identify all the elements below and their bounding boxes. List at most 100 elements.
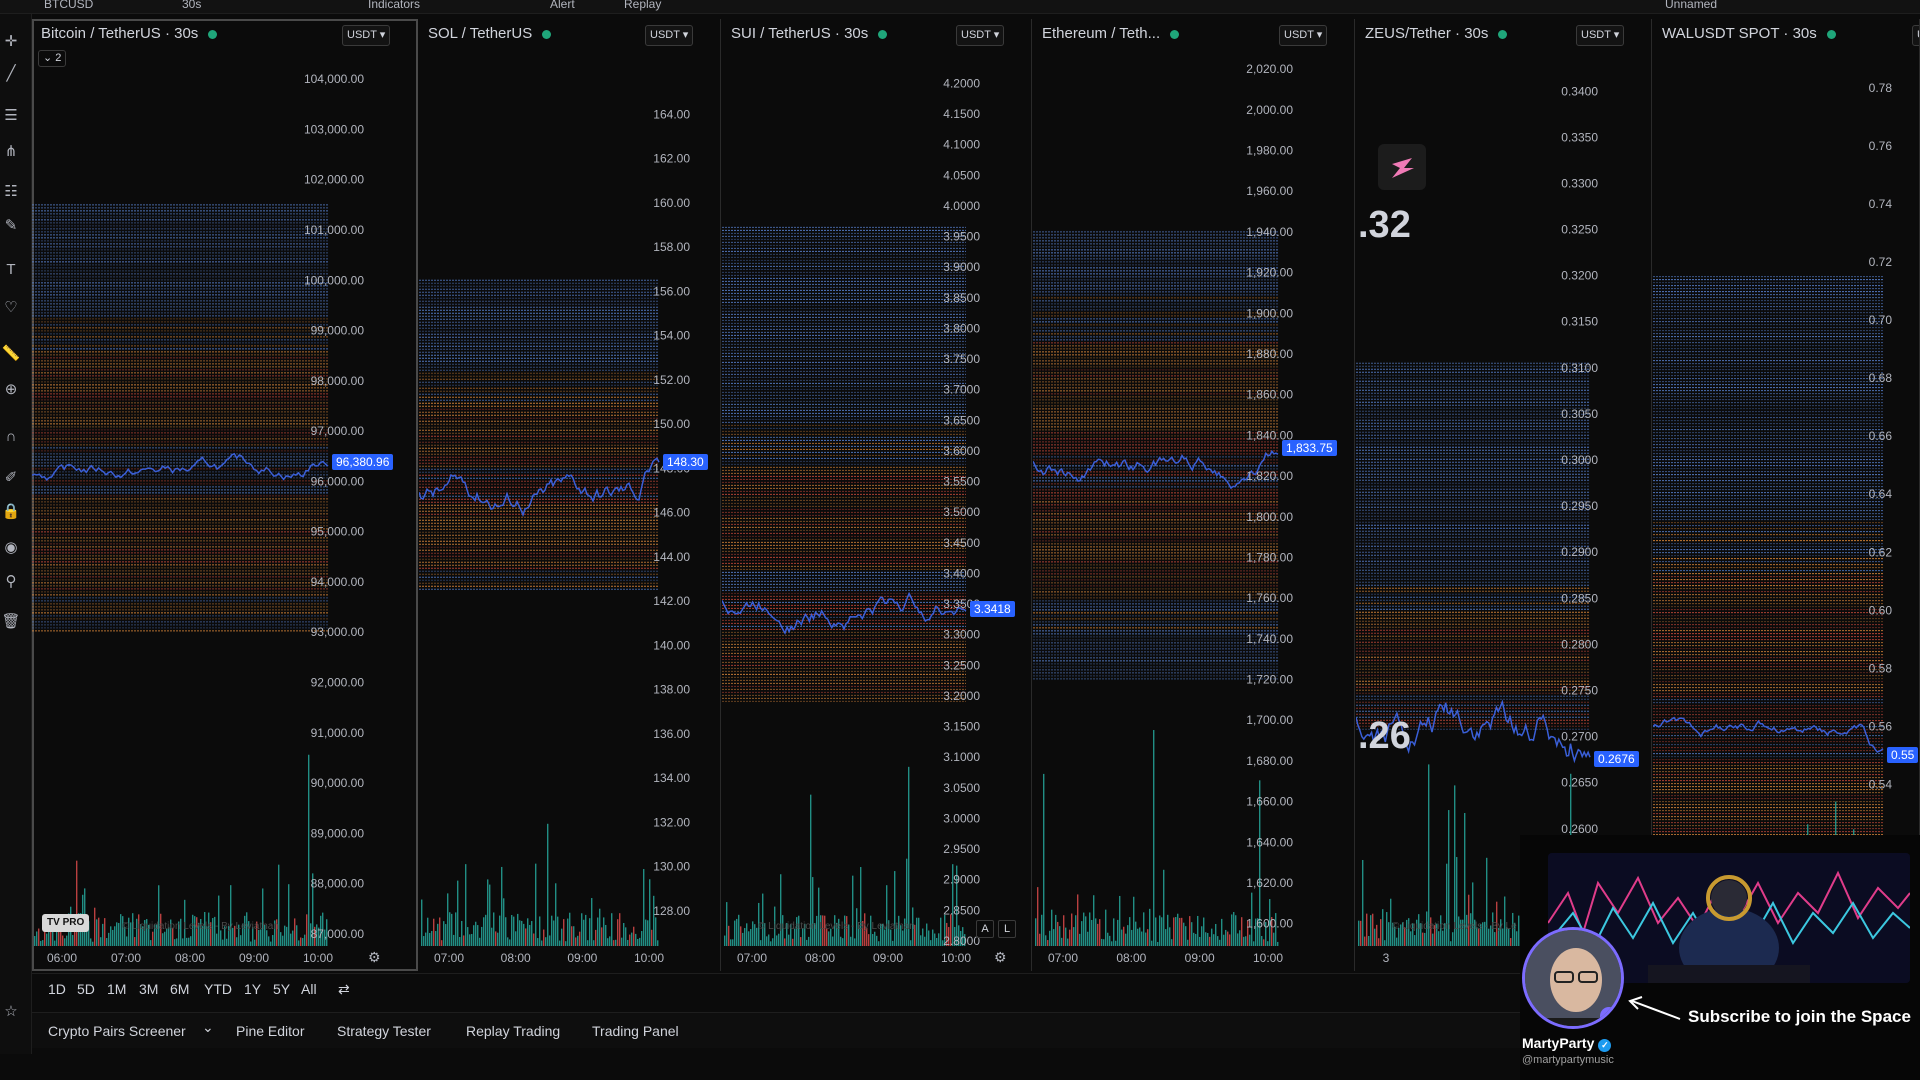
eye-icon[interactable]: ◉ xyxy=(4,539,18,556)
link-icon[interactable]: ⚲ xyxy=(5,573,17,590)
chart-title[interactable]: WALUSDT SPOT · 30s xyxy=(1662,25,1836,42)
fib-icon[interactable]: ☰ xyxy=(4,107,18,124)
volume-bar xyxy=(936,937,938,946)
date-range-6m[interactable]: 6M xyxy=(170,981,190,997)
date-range-all[interactable]: All xyxy=(301,981,317,997)
magnet-icon[interactable]: ∩ xyxy=(5,427,17,445)
zoom-icon[interactable]: ⊕ xyxy=(4,381,18,398)
chart-panel-2[interactable]: 164.00 162.00 160.00 158.00 156.00 154.00 152.… xyxy=(419,19,721,971)
chart-title[interactable]: ZEUS/Tether · 30s xyxy=(1365,25,1508,42)
currency-select[interactable]: USDT ▾ xyxy=(1912,25,1919,46)
currency-select[interactable]: USDT ▾ xyxy=(645,25,694,46)
gear-icon[interactable]: ⚙ xyxy=(368,949,381,965)
date-range-1m[interactable]: 1M xyxy=(107,981,127,997)
chart-canvas[interactable]: 0.3400 0.3350 0.3300 0.3250 0.3200 0.3150 0.31… xyxy=(1356,19,1652,971)
chart-panel-5[interactable]: 0.3400 0.3350 0.3300 0.3250 0.3200 0.3150 0.31… xyxy=(1356,19,1652,971)
tab-strategy-tester[interactable]: Strategy Tester xyxy=(337,1023,431,1039)
chart-canvas[interactable]: 164.00 162.00 160.00 158.00 156.00 154.00 152.… xyxy=(419,19,721,971)
volume-bar xyxy=(822,915,824,946)
gear-icon[interactable]: ⚙ xyxy=(994,949,1007,965)
volume-bar xyxy=(196,917,198,946)
date-range-ytd[interactable]: YTD xyxy=(204,981,232,997)
date-range-5y[interactable]: 5Y xyxy=(273,981,291,997)
patterns-icon[interactable]: ☷ xyxy=(4,183,18,200)
volume-bar xyxy=(764,923,766,946)
chart-panel-1[interactable]: 104,000.00 103,000.00 102,000.00 101,000.00… xyxy=(32,19,418,971)
volume-bar xyxy=(1273,932,1275,946)
volume-bar xyxy=(844,915,846,946)
volume-bar xyxy=(756,927,758,946)
currency-select[interactable]: USDT ▾ xyxy=(1279,25,1328,46)
volume-bar xyxy=(1223,934,1225,946)
volume-bar xyxy=(483,917,485,946)
text-icon[interactable]: T xyxy=(6,260,16,278)
indicators-collapse-button[interactable]: ⌄ 2 xyxy=(38,50,67,67)
date-range-3m[interactable]: 3M xyxy=(139,981,159,997)
trend-line-icon[interactable]: ╱ xyxy=(6,65,16,82)
log-scale-button[interactable]: L xyxy=(998,920,1016,938)
indicators-button[interactable]: Indicators xyxy=(368,0,421,11)
auto-scale-button[interactable]: A xyxy=(976,920,994,938)
price-axis-label: 0.3300 xyxy=(1561,176,1598,190)
chart-panel-4[interactable]: 2,020.00 2,000.00 1,980.00 1,960.00 1,940.00… xyxy=(1033,19,1355,971)
chart-title[interactable]: SOL / TetherUS xyxy=(428,25,552,42)
chart-title[interactable]: SUI / TetherUS · 30s xyxy=(731,25,888,42)
chart-canvas[interactable]: 0.78 0.76 0.74 0.72 0.70 0.68 0.66 0.64 0.62 0.60… xyxy=(1653,19,1920,971)
volume-bar xyxy=(288,884,290,946)
currency-select[interactable]: USDT ▾ xyxy=(342,25,391,46)
currency-select[interactable]: USDT ▾ xyxy=(956,25,1005,46)
interval-select[interactable]: 30s xyxy=(182,0,202,11)
trash-icon[interactable]: 🗑 xyxy=(1,613,21,630)
volume-bar xyxy=(1101,938,1103,946)
chart-panel-3[interactable]: 4.2000 4.1500 4.1000 4.0500 4.0000 3.9500 3.90… xyxy=(722,19,1032,971)
volume-bar xyxy=(264,924,266,946)
volume-bar xyxy=(46,933,48,946)
ruler-icon[interactable]: 📏 xyxy=(1,345,21,362)
brush-icon[interactable]: ✎ xyxy=(4,217,18,234)
chart-canvas[interactable]: 4.2000 4.1500 4.1000 4.0500 4.0000 3.9500 3.90… xyxy=(722,19,1032,971)
volume-bar xyxy=(186,937,188,946)
volume-bar xyxy=(122,916,124,946)
alert-button[interactable]: Alert xyxy=(550,0,575,11)
volume-bar xyxy=(1091,919,1093,946)
volume-bar xyxy=(146,919,148,946)
price-axis-label: 136.00 xyxy=(653,727,690,741)
volume-bar xyxy=(1502,928,1504,946)
chart-canvas[interactable]: 2,020.00 2,000.00 1,980.00 1,960.00 1,940.00… xyxy=(1033,19,1355,971)
crosshair-icon[interactable]: ✛ xyxy=(4,33,18,50)
star-icon[interactable]: ☆ xyxy=(4,1003,18,1020)
layout-name[interactable]: Unnamed xyxy=(1665,0,1718,11)
tab-crypto-pairs-screener[interactable]: Crypto Pairs Screener xyxy=(48,1023,186,1039)
go-to-date-icon[interactable]: ⇄ xyxy=(338,981,350,997)
chart-panel-6[interactable]: 0.78 0.76 0.74 0.72 0.70 0.68 0.66 0.64 0.62 0.60… xyxy=(1653,19,1920,971)
lock-draw-icon[interactable]: ✐ xyxy=(4,469,18,486)
tab-pine-editor[interactable]: Pine Editor xyxy=(236,1023,305,1039)
heart-icon[interactable]: ♡ xyxy=(4,299,18,316)
volume-bar xyxy=(138,914,140,946)
tab-trading-panel[interactable]: Trading Panel xyxy=(592,1023,679,1039)
volume-bar xyxy=(1380,919,1382,946)
date-range-1y[interactable]: 1Y xyxy=(244,981,262,997)
chart-title[interactable]: Bitcoin / TetherUS · 30s xyxy=(41,25,218,42)
date-range-5d[interactable]: 5D xyxy=(77,981,95,997)
volume-bar xyxy=(1089,912,1091,946)
price-axis-label: 96,000.00 xyxy=(311,474,365,488)
volume-bar xyxy=(98,917,100,946)
volume-bar xyxy=(248,921,250,946)
pitchfork-icon[interactable]: ⋔ xyxy=(4,143,18,160)
lock-icon[interactable]: 🔒 xyxy=(1,503,21,520)
chart-canvas[interactable]: 104,000.00 103,000.00 102,000.00 101,000.00… xyxy=(32,19,418,971)
volume-bar xyxy=(870,915,872,946)
volume-bar xyxy=(657,940,659,946)
chevron-down-icon[interactable]: ⌄ xyxy=(202,1019,214,1035)
price-axis-label: 0.3200 xyxy=(1561,269,1598,283)
tab-replay-trading[interactable]: Replay Trading xyxy=(466,1023,561,1039)
replay-button[interactable]: Replay xyxy=(624,0,662,11)
volume-bar xyxy=(1077,894,1079,946)
volume-bar xyxy=(800,937,802,946)
date-range-1d[interactable]: 1D xyxy=(48,981,66,997)
currency-select[interactable]: USDT ▾ xyxy=(1576,25,1625,46)
symbol-search[interactable]: BTCUSD xyxy=(44,0,94,11)
chart-title[interactable]: Ethereum / Teth... xyxy=(1042,25,1180,42)
volume-bar xyxy=(908,766,910,946)
